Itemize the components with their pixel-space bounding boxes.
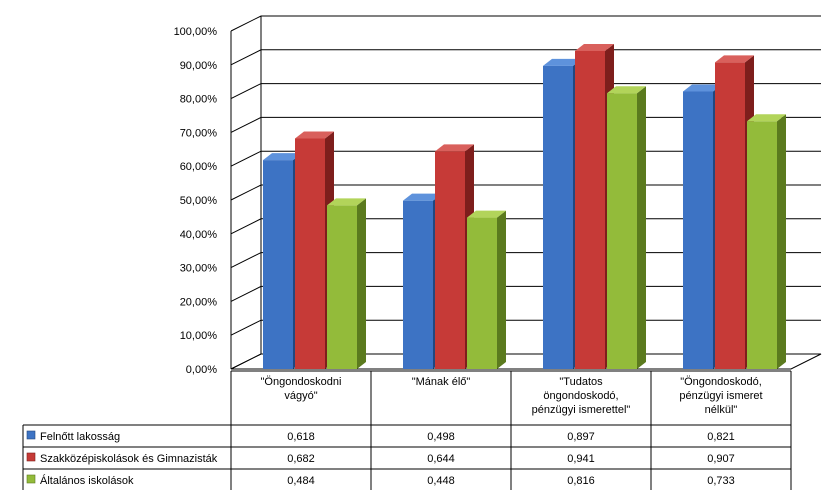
bar-front — [575, 50, 605, 369]
bar-top — [543, 58, 582, 66]
series-name: Felnőtt lakosság — [40, 431, 120, 443]
bar-top — [747, 114, 786, 122]
bar-front — [327, 205, 357, 369]
bar-front — [607, 93, 637, 369]
data-label: 0,941 — [567, 453, 595, 465]
y-tick-label: 20,00% — [180, 296, 218, 308]
y-tick-label: 10,00% — [180, 330, 218, 342]
legend-swatch — [26, 474, 36, 484]
data-label: 0,897 — [567, 431, 595, 443]
bar-front — [543, 65, 573, 370]
category-label: "Öngondoskodó, — [680, 376, 762, 388]
data-label: 0,644 — [427, 453, 455, 465]
bar-top — [715, 55, 754, 63]
bar-top — [575, 43, 614, 51]
bar — [327, 198, 366, 369]
category-label: vágyó" — [284, 390, 317, 402]
bar-top — [327, 198, 366, 206]
data-table: "Öngondoskodni vágyó" "Mának élő" "Tudatos ö… — [22, 370, 792, 490]
bar-front — [467, 217, 497, 369]
data-label: 0,907 — [707, 453, 735, 465]
category-label: "Tudatos — [559, 376, 603, 388]
data-label: 0,498 — [427, 431, 455, 443]
series-name: Általános iskolások — [40, 474, 134, 487]
bar-top — [263, 153, 302, 161]
gridline — [230, 15, 821, 32]
y-tick-label: 50,00% — [180, 195, 218, 207]
y-tick-label: 0,00% — [186, 364, 217, 376]
y-tick-label: 70,00% — [180, 127, 218, 139]
bar — [607, 86, 646, 369]
bar-side — [777, 114, 786, 369]
y-tick-label: 40,00% — [180, 229, 218, 241]
data-label: 0,682 — [287, 453, 315, 465]
legend-swatch — [26, 430, 36, 440]
category-label: "Öngondoskodni — [261, 376, 342, 388]
y-tick-label: 60,00% — [180, 161, 218, 173]
bar-side — [357, 198, 366, 369]
data-label: 0,448 — [427, 475, 455, 487]
series-name: Szakközépiskolások és Gimnazisták — [40, 453, 218, 465]
y-tick-label: 30,00% — [180, 263, 218, 275]
y-tick-label: 100,00% — [174, 26, 218, 38]
bar-front — [435, 151, 465, 369]
gridline — [230, 83, 821, 100]
data-label: 0,484 — [287, 475, 315, 487]
bar-top — [403, 193, 442, 201]
bar-front — [715, 62, 745, 370]
bars — [263, 43, 786, 370]
bar-top — [683, 84, 722, 92]
data-label: 0,618 — [287, 431, 315, 443]
bar-top — [295, 131, 334, 139]
gridline — [230, 49, 821, 66]
bar — [747, 114, 786, 369]
legend-swatch — [26, 452, 36, 462]
category-label: öngondoskodó, — [543, 390, 618, 402]
y-axis: 0,00% 10,00% 20,00% 30,00% 40,00% 50,00% 60,00… — [174, 26, 218, 376]
bar-front — [403, 200, 433, 369]
y-tick-label: 80,00% — [180, 94, 218, 106]
bar-top — [467, 210, 506, 218]
bar-front — [263, 160, 293, 369]
data-label: 0,733 — [707, 475, 735, 487]
y-tick-label: 90,00% — [180, 60, 218, 72]
category-label: nélkül" — [705, 404, 738, 416]
bar-top — [435, 144, 474, 152]
bar-top — [607, 86, 646, 94]
bar-side — [637, 86, 646, 369]
bar — [467, 210, 506, 369]
bar-front — [295, 138, 325, 369]
data-label: 0,816 — [567, 475, 595, 487]
category-label: "Mának élő" — [412, 376, 471, 388]
data-label: 0,821 — [707, 431, 735, 443]
category-label: pénzügyi ismeret — [679, 390, 762, 402]
bar-front — [747, 121, 777, 369]
bar-front — [683, 91, 713, 369]
bar-side — [497, 210, 506, 369]
category-label: pénzügyi ismerettel" — [532, 404, 631, 416]
